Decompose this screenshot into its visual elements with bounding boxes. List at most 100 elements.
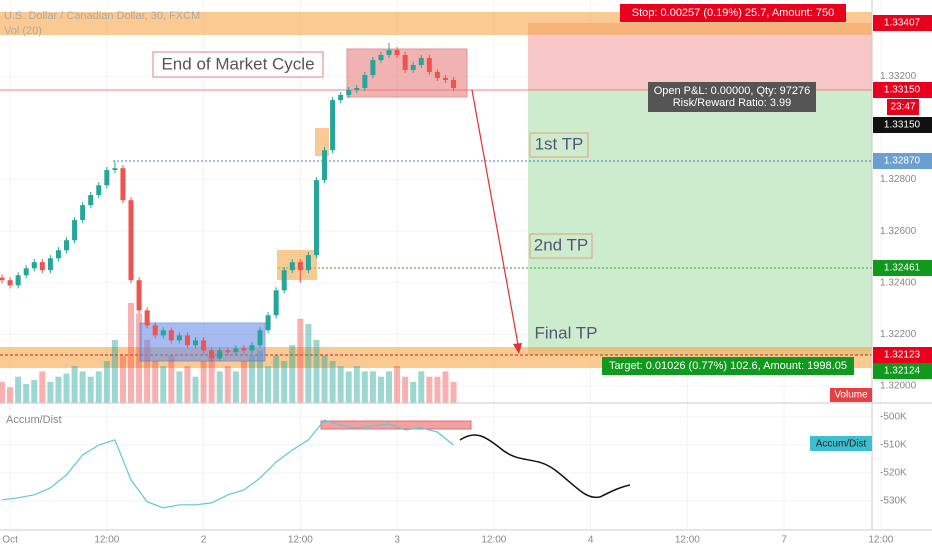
- candle-body: [257, 330, 263, 346]
- indicator-title: Accum/Dist: [6, 414, 62, 426]
- volume-bar: [265, 366, 272, 403]
- y-tick-label: 1.33200: [880, 71, 917, 82]
- price-label: 1.32461: [884, 263, 921, 274]
- volume-bar: [71, 366, 78, 403]
- volume-bar: [31, 379, 38, 403]
- target-badge: [602, 357, 854, 375]
- x-tick-label: 12:00: [868, 535, 893, 546]
- volume-bar: [248, 355, 255, 403]
- candle-body: [168, 330, 174, 341]
- price-label: 1.33407: [884, 18, 921, 29]
- x-tick-label: 12:00: [94, 535, 119, 546]
- annotation: Final TP: [535, 323, 598, 342]
- candle-body: [209, 350, 215, 359]
- label-box: [529, 132, 589, 158]
- y-tick-label: 1.32000: [880, 381, 917, 392]
- volume-bar: [257, 350, 264, 403]
- volume-bar: [232, 371, 239, 403]
- candle-body: [313, 180, 319, 256]
- candle-body: [104, 170, 110, 186]
- candle-body: [96, 185, 102, 196]
- target-zone: [528, 90, 872, 355]
- annotation: End of Market Cycle: [161, 54, 314, 73]
- candle-body: [184, 335, 190, 346]
- price-label: 1.33150: [884, 120, 921, 131]
- candle-body: [193, 340, 199, 346]
- volume-bar: [386, 371, 393, 403]
- annotation: 1st TP: [535, 134, 584, 153]
- volume-bar: [410, 381, 417, 403]
- y-tick-label: -520K: [880, 468, 907, 479]
- y-tick-label: 1.32200: [880, 329, 917, 340]
- candle-body: [7, 280, 13, 286]
- chart-title: U.S. Dollar / Canadian Dollar, 30, FXCM: [4, 10, 200, 22]
- label-box: [152, 51, 324, 78]
- volume-bar: [434, 376, 441, 403]
- volume-bar: [168, 355, 175, 403]
- volume-bar: [152, 360, 159, 403]
- arrow-head: [513, 343, 522, 354]
- candle-body: [217, 350, 223, 359]
- volume-bar: [216, 371, 223, 403]
- zone-box: [315, 128, 329, 156]
- volume-label: Volume: [834, 390, 868, 401]
- volume-bar: [103, 360, 110, 403]
- y-tick-label: 1.32800: [880, 174, 917, 185]
- candle-body: [394, 50, 400, 55]
- indicator-badge: [810, 436, 872, 451]
- price-label: 23:47: [890, 102, 915, 113]
- y-tick-label: -530K: [880, 496, 907, 507]
- y-tick-label: 1.32600: [880, 226, 917, 237]
- volume-bar: [111, 339, 118, 403]
- candle-body: [386, 50, 392, 55]
- candle-body: [370, 60, 376, 76]
- pnl-badge: [648, 82, 816, 112]
- indicator-line: [1, 419, 454, 509]
- candle-body: [128, 200, 134, 281]
- rr-label: Risk/Reward Ratio: 3.99: [673, 97, 792, 109]
- candle-body: [426, 58, 432, 72]
- x-tick-label: 2: [201, 535, 207, 546]
- candle-body: [47, 258, 53, 271]
- volume-bar: [361, 371, 368, 403]
- volume-bar: [321, 355, 328, 403]
- volume-bar: [47, 381, 54, 403]
- price-label: 1.32124: [884, 366, 921, 377]
- volume-bar: [418, 371, 425, 403]
- candle-body: [289, 262, 295, 271]
- candle-body: [410, 65, 416, 70]
- volume-bar: [240, 360, 247, 403]
- volume-bar: [160, 366, 167, 403]
- arrow: [471, 89, 520, 351]
- volume-bar: [0, 381, 6, 403]
- candle-body: [354, 87, 360, 91]
- volume-bar: [208, 355, 215, 403]
- candle-body: [346, 90, 352, 95]
- price-badge: [873, 347, 932, 363]
- volume-bar: [87, 376, 94, 403]
- candle-body: [112, 168, 118, 171]
- candle-body: [338, 94, 344, 101]
- candle-body: [201, 340, 207, 351]
- candle-body: [120, 168, 126, 201]
- price-badge: [873, 117, 932, 133]
- candle-body: [39, 262, 45, 271]
- price-badge: [873, 15, 932, 31]
- volume-bar: [402, 376, 409, 403]
- volume-bar: [394, 366, 401, 403]
- volume-bar: [200, 360, 207, 403]
- stop-label: Stop: 0.00257 (0.19%) 25.7, Amount: 750: [632, 7, 834, 19]
- volume-bar: [369, 371, 376, 403]
- candle-body: [297, 262, 303, 271]
- y-tick-label: 1.32400: [880, 277, 917, 288]
- candle-body: [402, 54, 408, 70]
- volume-bar: [297, 318, 304, 403]
- candle-body: [233, 348, 239, 353]
- volume-bar: [450, 381, 457, 403]
- x-tick-label: Oct: [2, 535, 18, 546]
- volume-bar: [95, 371, 102, 403]
- projection: [459, 434, 631, 499]
- volume-bar: [329, 360, 336, 403]
- candle-body: [72, 220, 78, 241]
